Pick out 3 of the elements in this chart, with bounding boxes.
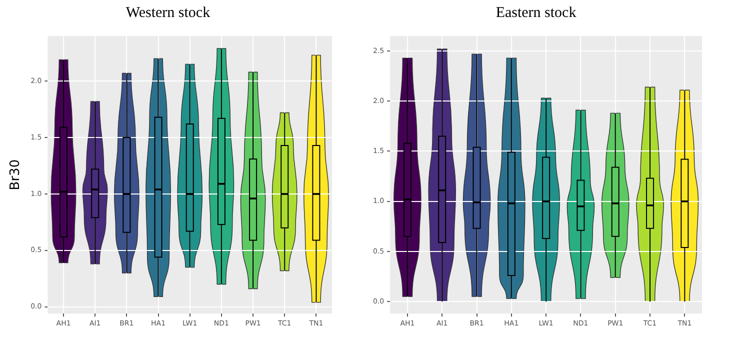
y-axis-title: Br30 — [8, 159, 24, 190]
chart-title: Western stock — [126, 4, 211, 21]
chart-title: Eastern stock — [496, 4, 577, 21]
